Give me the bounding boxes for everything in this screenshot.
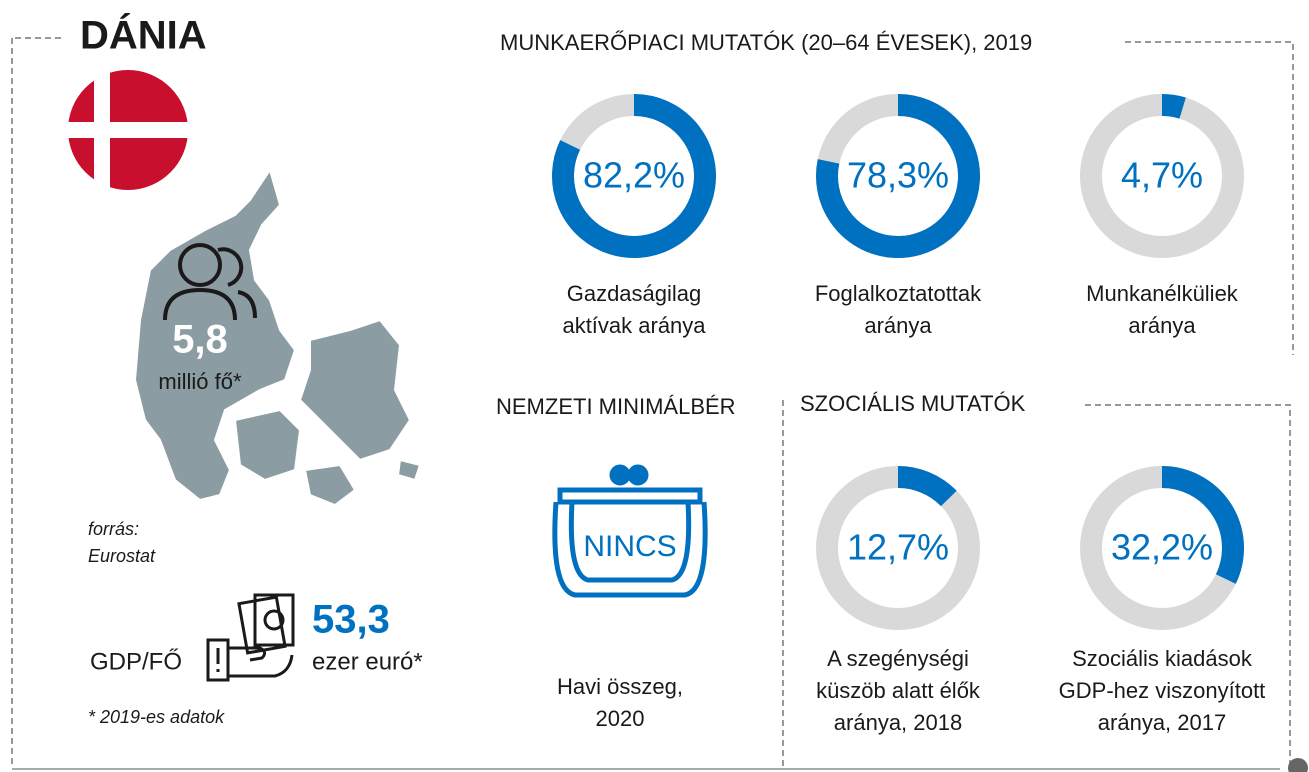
- minimum-wage-title: NEMZETI MINIMÁLBÉR: [496, 394, 736, 419]
- labour-title: MUNKAERŐPIACI MUTATÓK (20–64 ÉVESEK), 20…: [500, 30, 1032, 55]
- title: DÁNIA: [80, 13, 207, 58]
- donut-label: aránya: [864, 313, 932, 338]
- donut-value: 82,2%: [583, 155, 685, 196]
- social-title: SZOCIÁLIS MUTATÓK: [800, 391, 1026, 416]
- source: forrás:: [88, 519, 139, 539]
- donut-arc: [1161, 466, 1244, 584]
- gdp-label: GDP/FŐ: [90, 648, 182, 675]
- donut-label: Munkanélküliek: [1086, 281, 1239, 306]
- donut-label: GDP-hez viszonyított: [1059, 678, 1266, 703]
- donut-label: Gazdaságilag: [567, 281, 702, 306]
- minimum-wage-label: 2020: [596, 706, 645, 731]
- corner-dot: [1288, 758, 1308, 772]
- donut-arc: [552, 94, 716, 258]
- frame-social: [1085, 404, 1291, 768]
- source: Eurostat: [88, 546, 156, 566]
- donut-arc: [1161, 94, 1186, 119]
- money-icon: [206, 593, 295, 682]
- people-icon: [163, 243, 257, 321]
- donut-label: Foglalkoztatottak: [815, 281, 982, 306]
- population-unit: millió fő*: [158, 369, 242, 394]
- frame-left: [11, 37, 65, 768]
- donut-label: küszöb alatt élők: [816, 678, 981, 703]
- purse-icon: [552, 464, 708, 598]
- donut-value: 78,3%: [847, 155, 949, 196]
- donut-value: 32,2%: [1111, 527, 1213, 568]
- donut-label: aránya, 2017: [1098, 710, 1226, 735]
- gdp-value: 53,3: [312, 598, 390, 642]
- donut-label: Szociális kiadások: [1072, 646, 1253, 671]
- map: [133, 167, 422, 507]
- donut-value: 4,7%: [1121, 155, 1203, 196]
- gdp-unit: ezer euró*: [312, 648, 423, 675]
- frame-top-right: [1125, 41, 1294, 355]
- minimum-wage-value: NINCS: [583, 530, 676, 563]
- minimum-wage-label: Havi összeg,: [557, 674, 683, 699]
- donut-label: aktívak aránya: [562, 313, 706, 338]
- donut-arc: [897, 466, 957, 507]
- flag: [68, 70, 188, 190]
- footnote: * 2019-es adatok: [88, 707, 225, 727]
- donut-label: aránya, 2018: [834, 710, 962, 735]
- population-value: 5,8: [172, 318, 228, 362]
- donut-label: aránya: [1128, 313, 1196, 338]
- donut-arc: [816, 94, 980, 258]
- donut-value: 12,7%: [847, 527, 949, 568]
- donut-label: A szegénységi: [827, 646, 969, 671]
